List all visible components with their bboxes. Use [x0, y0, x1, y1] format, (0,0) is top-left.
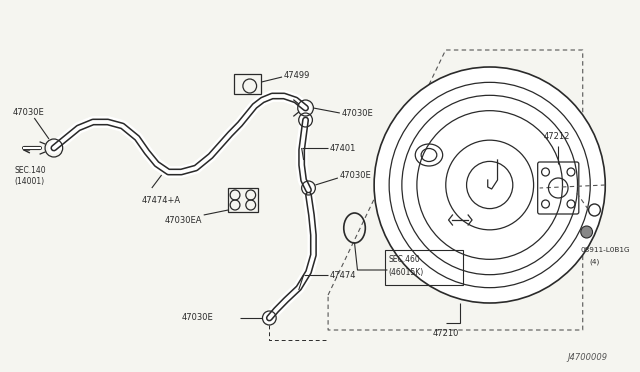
Ellipse shape — [374, 67, 605, 303]
Text: 47030E: 47030E — [13, 108, 45, 116]
Text: 47030EA: 47030EA — [164, 215, 202, 224]
Text: 47474: 47474 — [330, 270, 356, 279]
Text: 47030E: 47030E — [340, 170, 372, 180]
Bar — [228, 188, 257, 212]
Bar — [234, 74, 262, 94]
Circle shape — [580, 226, 593, 238]
Text: SEC.140: SEC.140 — [15, 166, 46, 174]
Text: J4700009: J4700009 — [567, 353, 607, 362]
Text: N: N — [584, 230, 589, 234]
Bar — [385, 250, 463, 285]
Text: 47499: 47499 — [284, 71, 310, 80]
Text: 47401: 47401 — [330, 144, 356, 153]
Text: 47212: 47212 — [543, 131, 570, 141]
Text: (14001): (14001) — [15, 176, 45, 186]
Text: 47474+A: 47474+A — [142, 196, 181, 205]
Text: 47030E: 47030E — [181, 314, 213, 323]
Text: (46015K): (46015K) — [389, 269, 424, 278]
Text: 08911-L0B1G: 08911-L0B1G — [580, 247, 630, 253]
Text: (4): (4) — [589, 259, 600, 265]
Text: 47210: 47210 — [433, 328, 459, 337]
Text: 47030E: 47030E — [342, 109, 374, 118]
Text: SEC.460: SEC.460 — [389, 256, 420, 264]
